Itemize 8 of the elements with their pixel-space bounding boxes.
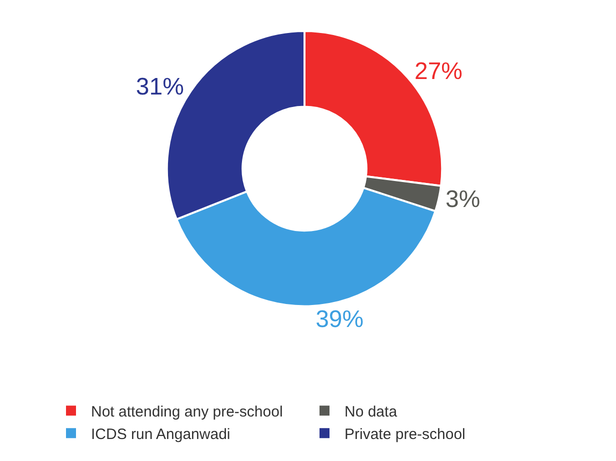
data-label: 31% xyxy=(136,74,184,101)
data-label: 27% xyxy=(414,58,463,86)
data-label: 39% xyxy=(316,306,364,334)
data-label: 3% xyxy=(446,186,480,213)
legend-label: Not attending any pre-school xyxy=(91,403,283,420)
legend-label: Private pre-school xyxy=(344,426,466,443)
legend-label: No data xyxy=(344,403,398,420)
legend-label: ICDS run Anganwadi xyxy=(91,426,230,443)
